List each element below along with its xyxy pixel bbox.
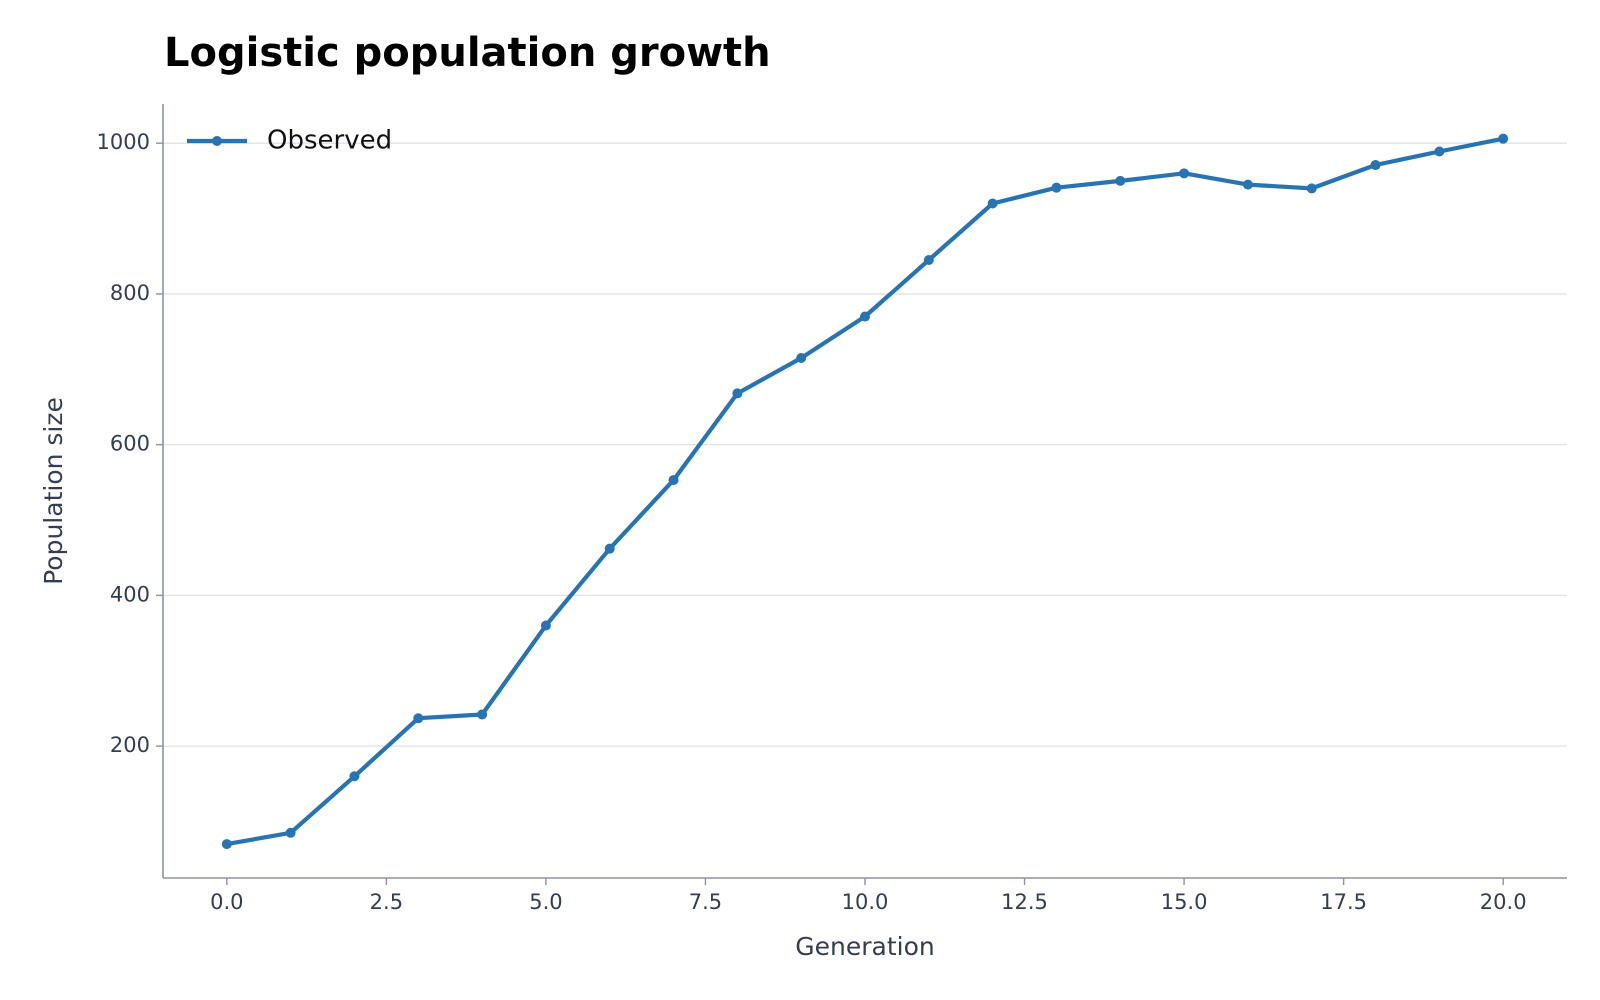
data-point [860,311,870,322]
data-point [413,713,424,724]
data-point [477,709,488,720]
series-line [224,136,1506,847]
data-point [1051,182,1062,193]
y-tick-label: 200 [110,733,150,757]
data-point [796,352,807,363]
x-tick-label: 0.0 [210,890,243,914]
y-tick-label: 1000 [97,130,150,154]
legend-label: Observed [267,126,392,156]
data-point [349,771,360,782]
data-point [285,827,296,838]
data-point [987,198,998,209]
legend-marker [212,136,222,146]
data-point [221,839,232,850]
data-point [1434,146,1445,157]
data-point [604,543,615,554]
x-tick-label: 2.5 [370,890,403,914]
data-point [1306,183,1317,194]
data-point [732,388,743,399]
data-point [540,620,551,631]
x-tick-label: 15.0 [1161,890,1208,914]
chart-title: Logistic population growth [164,30,771,76]
y-tick-label: 800 [110,281,150,305]
data-point [1242,179,1253,190]
data-point [1370,160,1381,171]
x-tick-label: 7.5 [689,890,722,914]
data-point [1498,133,1509,144]
y-axis-label: Population size [39,397,68,585]
y-tick-label: 400 [110,582,150,606]
x-tick-label: 12.5 [1001,890,1048,914]
x-tick-label: 17.5 [1320,890,1367,914]
data-point [1179,168,1190,179]
y-tick-label: 600 [110,432,150,456]
data-point [1115,175,1126,186]
data-point [668,475,679,486]
data-point [923,255,934,266]
x-axis-label: Generation [795,932,934,961]
x-tick-label: 20.0 [1480,890,1527,914]
x-tick-label: 10.0 [842,890,889,914]
x-tick-label: 5.0 [529,890,562,914]
